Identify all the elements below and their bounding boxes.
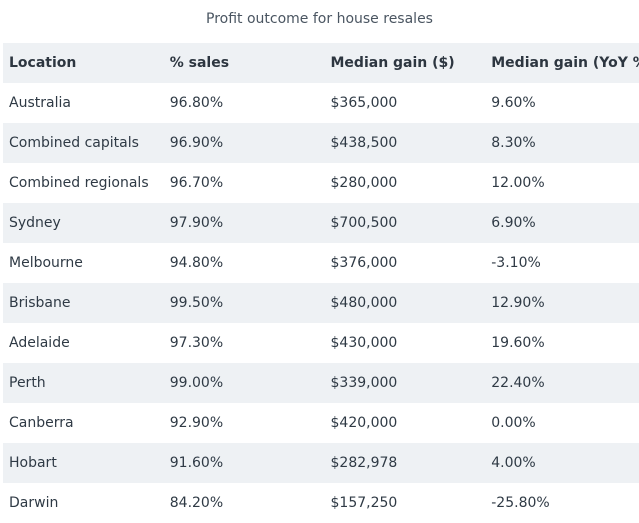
column-header-median-gain: Median gain ($) — [324, 43, 486, 83]
cell-median-gain: $430,000 — [324, 323, 486, 363]
table-row: Canberra 92.90% $420,000 0.00% — [3, 403, 639, 443]
cell-location: Melbourne — [3, 243, 164, 283]
cell-median-gain-yoy: -3.10% — [485, 243, 639, 283]
table-row: Sydney 97.90% $700,500 6.90% — [3, 203, 639, 243]
cell-sales: 97.30% — [163, 323, 325, 363]
cell-median-gain: $420,000 — [324, 403, 486, 443]
cell-median-gain-yoy: 12.00% — [485, 163, 639, 203]
cell-median-gain: $339,000 — [324, 363, 486, 403]
cell-location: Perth — [3, 363, 164, 403]
cell-sales: 91.60% — [163, 443, 325, 483]
cell-sales: 96.70% — [163, 163, 325, 203]
cell-median-gain-yoy: 0.00% — [485, 403, 639, 443]
cell-median-gain-yoy: 8.30% — [485, 123, 639, 163]
cell-sales: 84.20% — [163, 483, 325, 523]
cell-location: Combined capitals — [3, 123, 164, 163]
cell-sales: 99.50% — [163, 283, 325, 323]
cell-sales: 97.90% — [163, 203, 325, 243]
column-header-median-gain-yoy: Median gain (YoY %) — [485, 43, 639, 83]
cell-median-gain-yoy: 19.60% — [485, 323, 639, 363]
table-row: Brisbane 99.50% $480,000 12.90% — [3, 283, 639, 323]
cell-median-gain: $365,000 — [324, 83, 486, 123]
cell-median-gain: $157,250 — [324, 483, 486, 523]
cell-sales: 96.90% — [163, 123, 325, 163]
cell-median-gain: $700,500 — [324, 203, 486, 243]
cell-median-gain-yoy: -25.80% — [485, 483, 639, 523]
cell-median-gain: $480,000 — [324, 283, 486, 323]
table-row: Australia 96.80% $365,000 9.60% — [3, 83, 639, 123]
table-row: Combined capitals 96.90% $438,500 8.30% — [3, 123, 639, 163]
cell-median-gain: $438,500 — [324, 123, 486, 163]
cell-location: Hobart — [3, 443, 164, 483]
table-row: Combined regionals 96.70% $280,000 12.00% — [3, 163, 639, 203]
cell-location: Darwin — [3, 483, 164, 523]
table-row: Hobart 91.60% $282,978 4.00% — [3, 443, 639, 483]
cell-location: Combined regionals — [3, 163, 164, 203]
cell-sales: 96.80% — [163, 83, 325, 123]
cell-median-gain-yoy: 12.90% — [485, 283, 639, 323]
cell-location: Canberra — [3, 403, 164, 443]
cell-sales: 99.00% — [163, 363, 325, 403]
cell-median-gain: $280,000 — [324, 163, 486, 203]
profit-table: Location % sales Median gain ($) Median … — [3, 43, 639, 523]
cell-location: Sydney — [3, 203, 164, 243]
table-caption: Profit outcome for house resales — [206, 11, 433, 27]
cell-location: Adelaide — [3, 323, 164, 363]
cell-median-gain-yoy: 4.00% — [485, 443, 639, 483]
table-row: Darwin 84.20% $157,250 -25.80% — [3, 483, 639, 523]
cell-location: Australia — [3, 83, 164, 123]
cell-location: Brisbane — [3, 283, 164, 323]
cell-median-gain: $376,000 — [324, 243, 486, 283]
column-header-location: Location — [3, 43, 164, 83]
table-row: Melbourne 94.80% $376,000 -3.10% — [3, 243, 639, 283]
table-header-row: Location % sales Median gain ($) Median … — [3, 43, 639, 83]
table-row: Adelaide 97.30% $430,000 19.60% — [3, 323, 639, 363]
table-body: Australia 96.80% $365,000 9.60% Combined cap… — [3, 83, 639, 523]
cell-sales: 92.90% — [163, 403, 325, 443]
table-row: Perth 99.00% $339,000 22.40% — [3, 363, 639, 403]
cell-sales: 94.80% — [163, 243, 325, 283]
cell-median-gain-yoy: 6.90% — [485, 203, 639, 243]
cell-median-gain-yoy: 9.60% — [485, 83, 639, 123]
cell-median-gain: $282,978 — [324, 443, 486, 483]
column-header-sales: % sales — [163, 43, 325, 83]
cell-median-gain-yoy: 22.40% — [485, 363, 639, 403]
